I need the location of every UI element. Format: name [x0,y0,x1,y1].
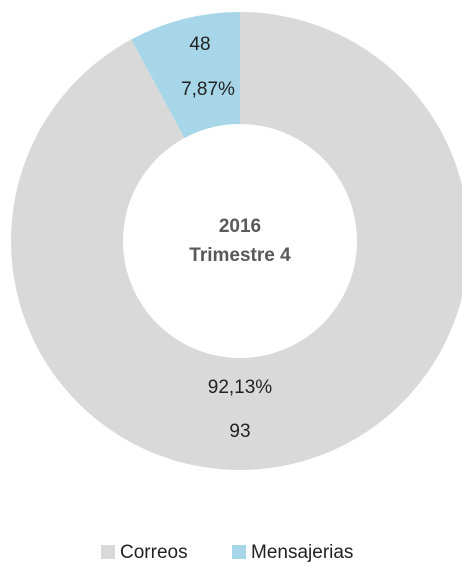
legend-label: Correos [120,542,188,563]
value-label: 92,13% [208,377,273,398]
slice [131,12,240,139]
center-label: 2016 [219,216,261,237]
legend-label: Mensajerias [251,542,353,563]
count-label: 93 [229,421,250,442]
legend-swatch [232,545,246,559]
legend-swatch [101,545,115,559]
slice [11,12,462,470]
value-label: 7,87% [181,79,235,100]
center-label: Trimestre 4 [189,245,291,266]
count-label: 48 [189,34,210,55]
